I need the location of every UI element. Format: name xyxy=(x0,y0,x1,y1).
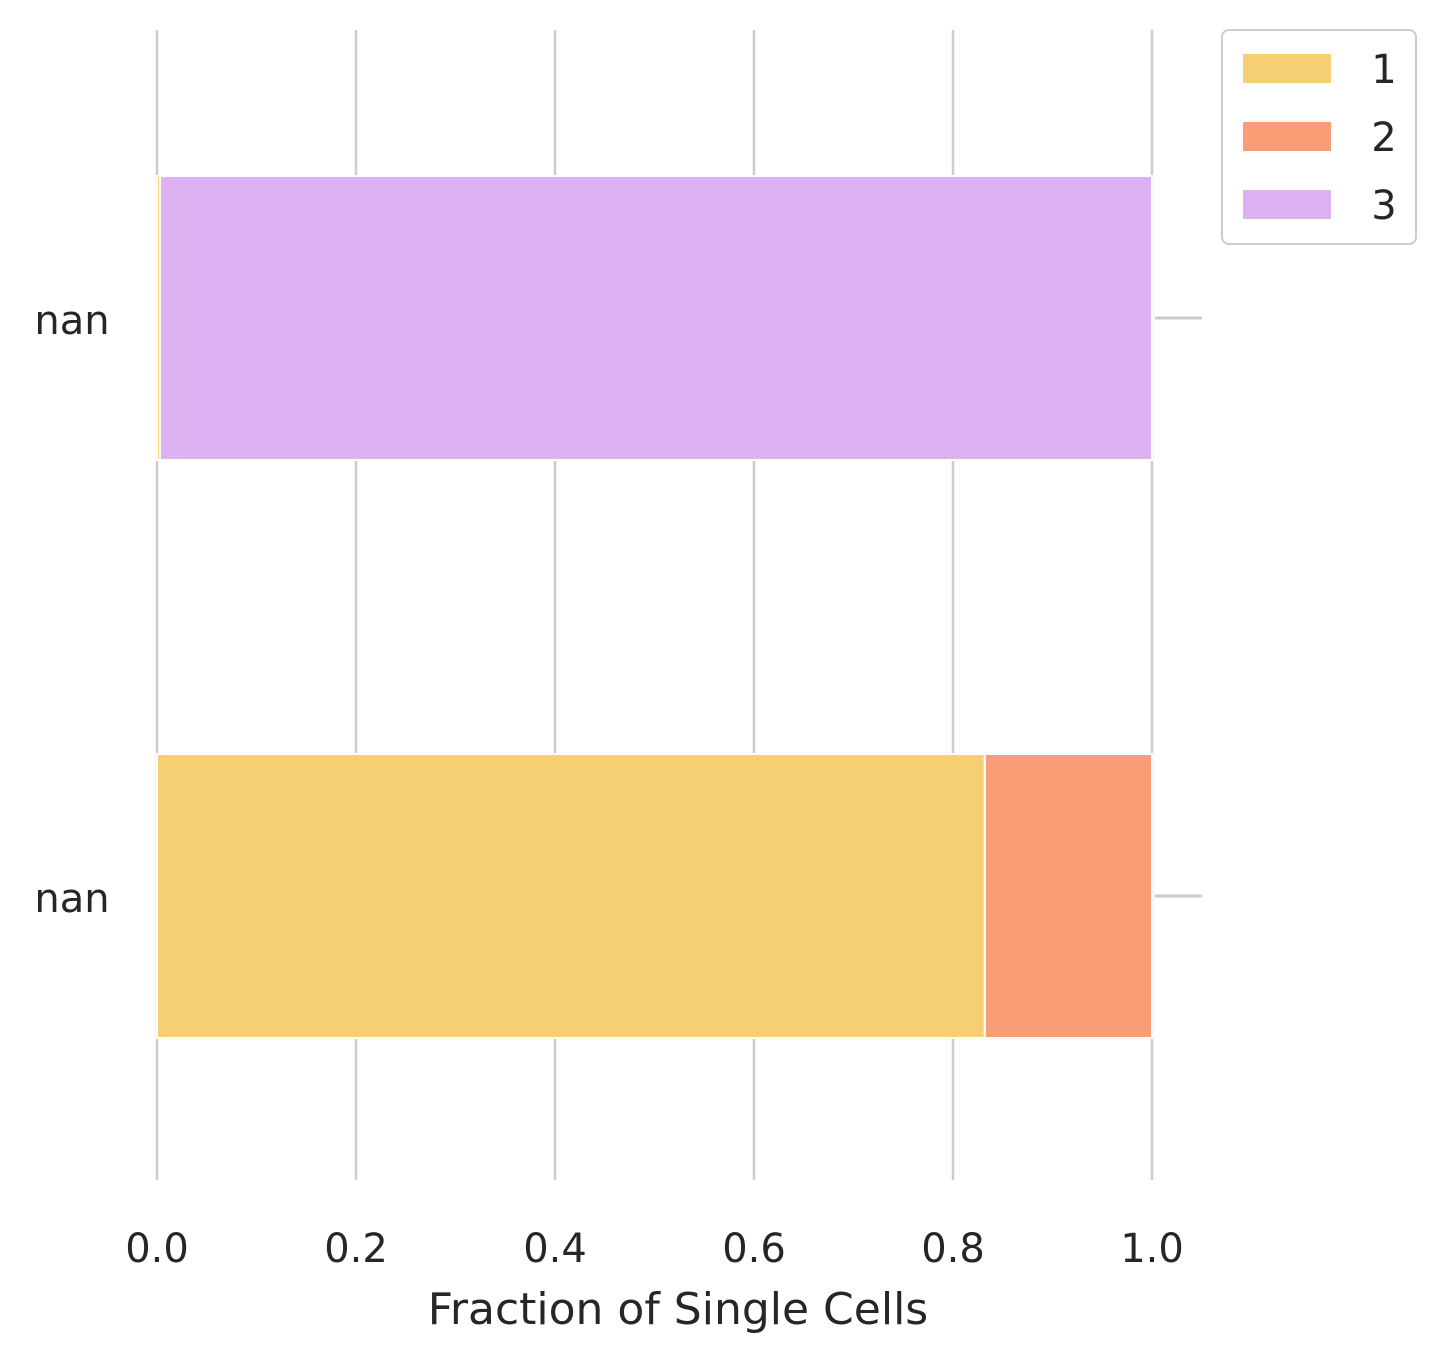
legend-label: 3 xyxy=(1371,183,1396,229)
bars xyxy=(156,175,1154,1039)
x-tick-label: 1.0 xyxy=(1120,1226,1184,1272)
bar-segment-series-2 xyxy=(983,753,1154,1039)
x-axis-label: Fraction of Single Cells xyxy=(428,1284,928,1335)
legend-swatch xyxy=(1243,54,1331,83)
x-tick-label: 0.4 xyxy=(523,1226,587,1272)
legend-label: 2 xyxy=(1371,115,1396,161)
y-tick-label: nan xyxy=(34,876,109,922)
x-tick-labels: 0.0 0.2 0.4 0.6 0.8 1.0 xyxy=(125,1226,1184,1272)
y-ticks: nan nan xyxy=(34,298,1202,922)
bar-segment-series-1 xyxy=(156,753,986,1039)
x-tick-label: 0.6 xyxy=(722,1226,786,1272)
x-tick-label: 0.8 xyxy=(921,1226,985,1272)
x-tick-label: 0.0 xyxy=(125,1226,189,1272)
legend: 1 2 3 xyxy=(1221,29,1417,245)
y-tick-label: nan xyxy=(34,298,109,344)
legend-label: 1 xyxy=(1371,47,1396,93)
x-tick-label: 0.2 xyxy=(324,1226,388,1272)
legend-swatch xyxy=(1243,190,1331,219)
legend-swatch xyxy=(1243,122,1331,151)
bar-segment-series-3 xyxy=(158,175,1154,461)
